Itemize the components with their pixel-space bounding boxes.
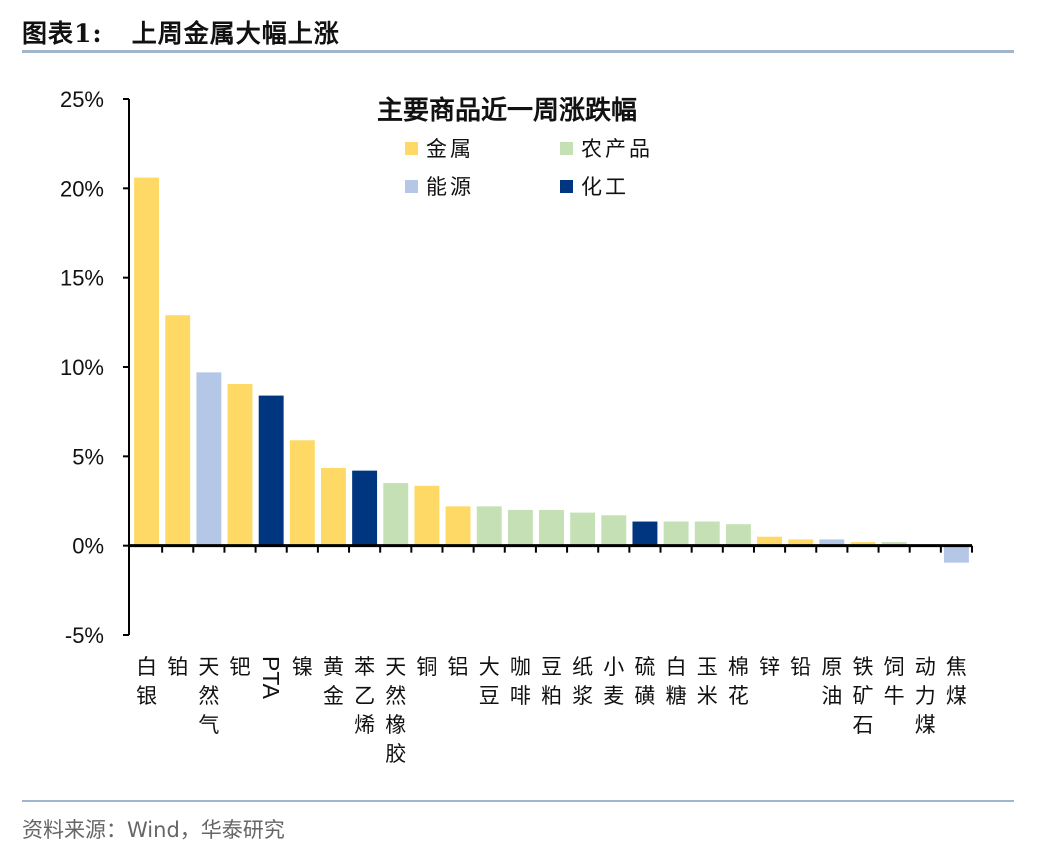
bar: [881, 542, 907, 546]
x-tick-label: 铁矿石: [852, 655, 873, 737]
bar: [445, 506, 471, 546]
bar: [943, 545, 969, 563]
x-tick-label: 玉米: [697, 655, 718, 708]
chart-title: 主要商品近一周涨跌幅: [377, 95, 637, 126]
legend-swatch: [560, 180, 573, 193]
bar: [414, 485, 440, 546]
figure-label: 图表1:: [22, 19, 103, 48]
x-tick-label: 焦煤: [946, 655, 967, 708]
bar: [757, 536, 782, 546]
bottom-divider: [22, 800, 1014, 802]
x-tick-label: 豆粕: [541, 655, 562, 708]
x-tick-label: 咖啡: [510, 655, 531, 708]
x-tick-label: 白银: [136, 655, 157, 708]
legend-label: 能源: [426, 175, 474, 199]
x-tick-label: 大豆: [479, 655, 500, 708]
bar: [850, 542, 876, 546]
y-tick-label: 0%: [72, 534, 104, 559]
bar: [725, 524, 751, 546]
bar: [601, 515, 627, 546]
x-tick-label: 铝: [448, 655, 469, 679]
bar: [165, 315, 191, 546]
bar: [352, 470, 378, 546]
x-tick-label: 小麦: [603, 655, 624, 708]
x-tick-label: 纸浆: [572, 655, 593, 708]
bar: [663, 521, 689, 546]
legend-label: 化工: [581, 175, 629, 199]
bar: [227, 383, 253, 546]
y-tick-label: 10%: [60, 355, 104, 380]
x-tick-label: 铅: [790, 655, 811, 679]
figure-title: 图表1: 上周金属大幅上涨: [22, 14, 340, 50]
x-tick-label: 铜: [416, 655, 437, 679]
x-tick-label: 锌: [759, 655, 780, 679]
x-tick-label: 原油: [821, 655, 842, 708]
y-tick-label: 20%: [60, 176, 104, 201]
x-tick-label: 铂: [167, 655, 188, 679]
source-note: 资料来源：Wind，华泰研究: [22, 818, 285, 842]
bar: [694, 521, 720, 546]
legend-swatch: [560, 142, 573, 155]
bar: [819, 539, 845, 546]
legend-label: 金属: [426, 137, 474, 161]
y-tick-label: -5%: [65, 623, 104, 648]
x-tick-label: 镍: [292, 655, 313, 679]
x-tick-label: 钯: [230, 655, 251, 679]
bar: [570, 512, 596, 546]
y-tick-label: 5%: [72, 444, 104, 469]
bar: [507, 509, 533, 546]
x-tick-label: 动力煤: [915, 655, 936, 737]
legend-label: 农产品: [581, 137, 653, 161]
x-tick-label: 饲牛: [884, 655, 905, 708]
bar-chart: 25% 20% 15% 10% 5% 0% -5% 白银铂 天然气钯 PTA 镍黄金苯乙烯天然橡胶铜…: [60, 87, 973, 766]
bar: [476, 506, 502, 546]
y-tick-label: 15%: [60, 266, 104, 291]
x-tick-label: 天然气: [198, 655, 219, 737]
bar: [321, 467, 346, 546]
x-tick-label: 苯乙烯: [354, 655, 375, 737]
bar: [258, 395, 284, 546]
bar: [383, 483, 409, 546]
figure-title-text: 上周金属大幅上涨: [131, 19, 340, 48]
top-divider: [22, 50, 1014, 53]
legend-swatch: [405, 142, 418, 155]
x-tick-label: 白糖: [666, 655, 687, 708]
x-tick-label: 棉花: [728, 655, 749, 708]
x-tick-label: 硫磺: [634, 655, 655, 708]
bar: [134, 177, 160, 546]
bar: [632, 521, 658, 546]
legend-swatch: [405, 180, 418, 193]
x-tick-label: 天然橡胶: [385, 655, 406, 766]
bar: [289, 440, 315, 546]
bar: [788, 539, 814, 546]
x-tick-label: 黄金: [323, 655, 344, 708]
bar: [539, 509, 564, 546]
y-tick-label: 25%: [60, 87, 104, 112]
x-tick-label: PTA: [258, 656, 284, 700]
bar: [196, 372, 222, 546]
